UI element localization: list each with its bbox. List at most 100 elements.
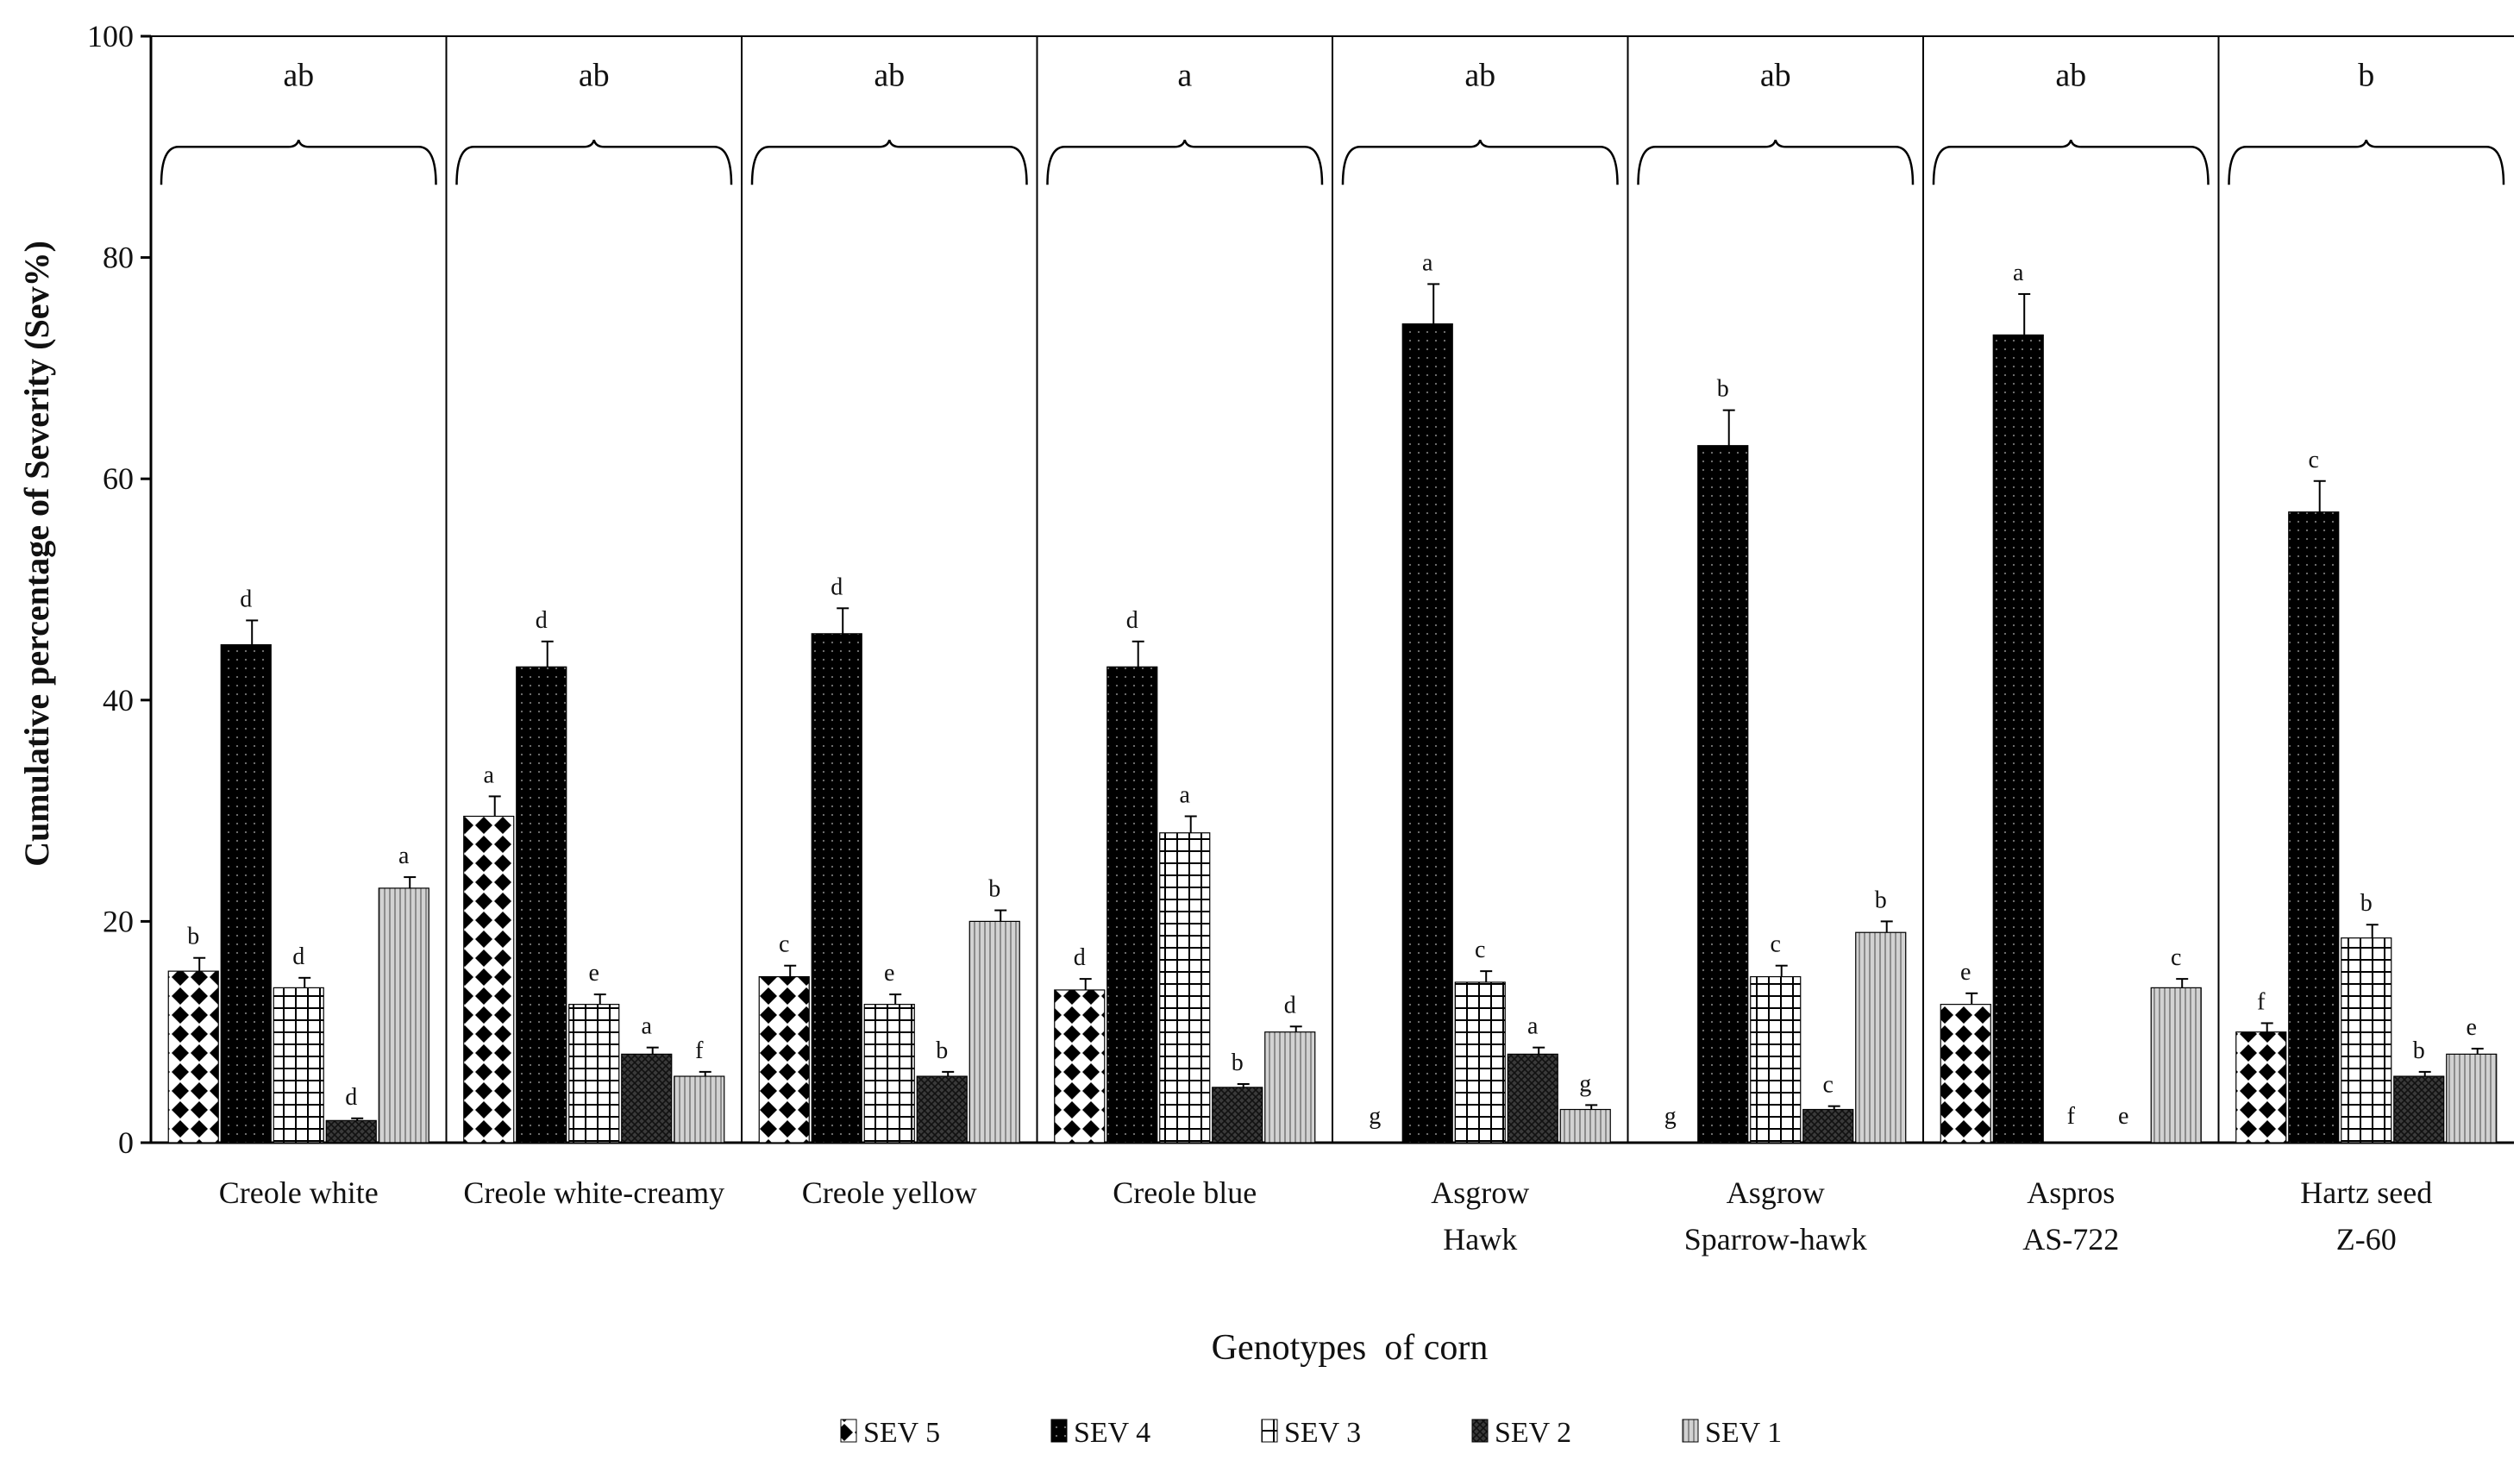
bar-letter-label: d <box>1284 992 1296 1018</box>
bar <box>621 1053 673 1144</box>
y-tick-label: 60 <box>103 461 134 496</box>
bar-letter-label: f <box>2067 1103 2076 1130</box>
bar <box>1992 334 2044 1144</box>
bar-letter-label: c <box>2171 944 2181 971</box>
y-tick-label: 100 <box>87 19 134 53</box>
x-category-label: Sparrow-hawk <box>1684 1222 1867 1257</box>
bar-letter-label: a <box>484 761 495 788</box>
bar <box>969 920 1020 1144</box>
bar <box>674 1075 725 1144</box>
bar <box>463 815 515 1144</box>
group-brace <box>2228 139 2505 185</box>
group-brace <box>1932 139 2210 185</box>
group-letter: ab <box>579 57 610 93</box>
bar-letter-label: a <box>2013 260 2024 286</box>
genotype-groups: ab ab ab a ab ab ab b <box>160 36 2505 1143</box>
bar-letter-label: e <box>884 960 894 987</box>
bar <box>220 644 272 1144</box>
bar <box>811 633 862 1144</box>
y-tick-label: 40 <box>103 683 134 718</box>
group-brace <box>1637 139 1915 185</box>
group-brace <box>1341 139 1619 185</box>
bar <box>1855 931 1907 1144</box>
x-category-label: Creole blue <box>1113 1175 1257 1210</box>
group-letter: ab <box>1464 57 1495 93</box>
bar-letter-label: a <box>642 1013 653 1040</box>
group-letter: b <box>2358 57 2374 93</box>
group-brace <box>160 139 437 185</box>
bar-letter-label: b <box>1875 887 1887 913</box>
x-axis-title: Genotypes of corn <box>1212 1328 1489 1368</box>
legend-swatch <box>1261 1419 1278 1443</box>
bar <box>1454 981 1506 1144</box>
bar-letter-label: b <box>2360 890 2373 917</box>
bar-letter-label: d <box>1126 607 1138 634</box>
bar <box>2393 1075 2445 1144</box>
group-letter: ab <box>2055 57 2086 93</box>
bar-letter-label: c <box>779 931 789 958</box>
bar <box>1697 445 1749 1144</box>
group-brace <box>1046 139 1324 185</box>
x-category-label: Z-60 <box>2336 1222 2397 1257</box>
x-category-label: Creole white <box>219 1175 379 1210</box>
group-letter: ab <box>874 57 905 93</box>
y-tick-label: 0 <box>118 1125 134 1160</box>
bar <box>2288 511 2340 1144</box>
bar-letter-label: a <box>398 843 410 869</box>
bar-letter-label: b <box>988 876 1000 903</box>
legend-label: SEV 3 <box>1284 1417 1361 1449</box>
legend-swatch <box>1471 1419 1489 1443</box>
bar-letter-label: b <box>187 924 199 950</box>
bar-letter-label: b <box>1717 376 1729 403</box>
bar <box>1559 1108 1611 1144</box>
group-letter: ab <box>1760 57 1791 93</box>
bar <box>273 987 324 1144</box>
bar-letter-label: d <box>240 586 252 612</box>
bar <box>1401 323 1453 1144</box>
bar <box>1054 989 1106 1144</box>
group-brace <box>750 139 1028 185</box>
bar-letter-label: c <box>2309 447 2319 473</box>
legend-label: SEV 2 <box>1495 1417 1571 1449</box>
x-category-label: AS-722 <box>2022 1222 2119 1257</box>
x-category-label: Creole yellow <box>802 1175 977 1210</box>
x-category-label: Aspros <box>2027 1175 2115 1210</box>
x-category-label: Asgrow <box>1727 1175 1825 1210</box>
bar <box>1940 1004 1991 1144</box>
y-tick-label: 20 <box>103 904 134 938</box>
group-brace <box>455 139 733 185</box>
bar <box>2341 937 2392 1144</box>
x-axis-category-labels: Creole white Creole white-creamy Creole ye… <box>219 1175 2432 1257</box>
bar <box>2150 987 2202 1144</box>
bar-letter-label: c <box>1475 937 1485 963</box>
bar <box>916 1075 968 1144</box>
bar <box>378 887 429 1144</box>
bar <box>2235 1031 2287 1144</box>
bar <box>1212 1087 1263 1144</box>
group-letter: ab <box>283 57 314 93</box>
bar-letter-label: c <box>1823 1072 1834 1099</box>
legend-swatch <box>840 1419 857 1443</box>
bar <box>1802 1108 1854 1144</box>
bar <box>1507 1053 1558 1144</box>
bar <box>758 975 810 1144</box>
bar <box>325 1119 377 1144</box>
bar-letter-label: d <box>536 607 548 634</box>
x-category-label: Creole white-creamy <box>463 1175 724 1210</box>
bars: b a c d g g e f d d d d a b a c d e e a c c f b d a b b a c e b a f b d g b c e <box>167 249 2498 1144</box>
bar-letter-label: d <box>1074 944 1086 971</box>
bar-letter-label: a <box>1422 249 1433 276</box>
bar <box>1750 975 1802 1144</box>
bar <box>516 666 567 1144</box>
bar-letter-label: a <box>1527 1013 1539 1040</box>
bar-letter-label: g <box>1369 1103 1381 1130</box>
bar <box>568 1004 620 1144</box>
bar-letter-label: g <box>1579 1070 1591 1097</box>
legend: SEV 5 SEV 4 SEV 3 SEV 2 SEV 1 <box>840 1417 1782 1449</box>
bar-letter-label: e <box>2467 1014 2477 1041</box>
bar-letter-label: d <box>831 573 843 600</box>
bar-letter-label: b <box>936 1037 948 1064</box>
bar-letter-label: g <box>1664 1103 1677 1130</box>
bar-letter-label: f <box>695 1037 704 1064</box>
